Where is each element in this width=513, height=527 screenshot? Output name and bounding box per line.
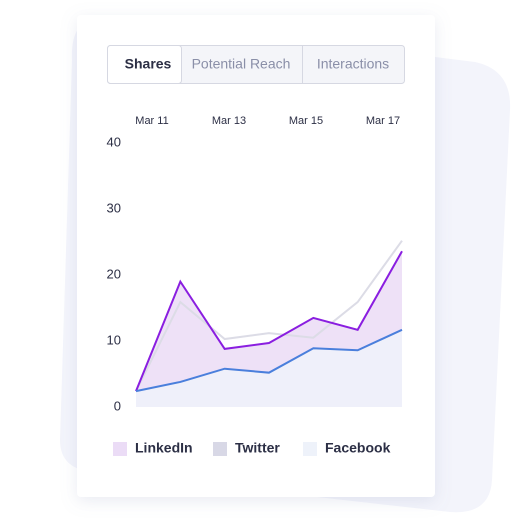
line [135, 328, 403, 393]
tab[interactable]: Shares [125, 56, 172, 72]
tab[interactable]: Potential Reach [192, 56, 291, 72]
legend-swatch [213, 442, 227, 456]
legend-label: Twitter [235, 440, 280, 456]
line [135, 240, 403, 392]
tab-active[interactable] [107, 45, 182, 84]
x-tick-label: Mar 11 [135, 115, 168, 127]
y-tick-label: 40 [107, 134, 121, 149]
y-tick-label: 0 [114, 398, 121, 413]
y-tick-label: 20 [107, 266, 121, 281]
area [136, 329, 402, 407]
x-tick-label: Mar 13 [212, 115, 246, 127]
legend-label: Facebook [325, 440, 391, 456]
y-tick-label: 30 [107, 200, 121, 215]
x-tick-label: Mar 17 [366, 115, 400, 127]
x-tick-label: Mar 15 [289, 115, 323, 127]
y-tick-label: 10 [107, 332, 121, 347]
card [77, 15, 435, 497]
legend-swatch [303, 442, 317, 456]
tab[interactable]: Interactions [317, 56, 389, 72]
legend-label: LinkedIn [135, 440, 193, 456]
legend-swatch [113, 442, 127, 456]
line [135, 250, 403, 392]
